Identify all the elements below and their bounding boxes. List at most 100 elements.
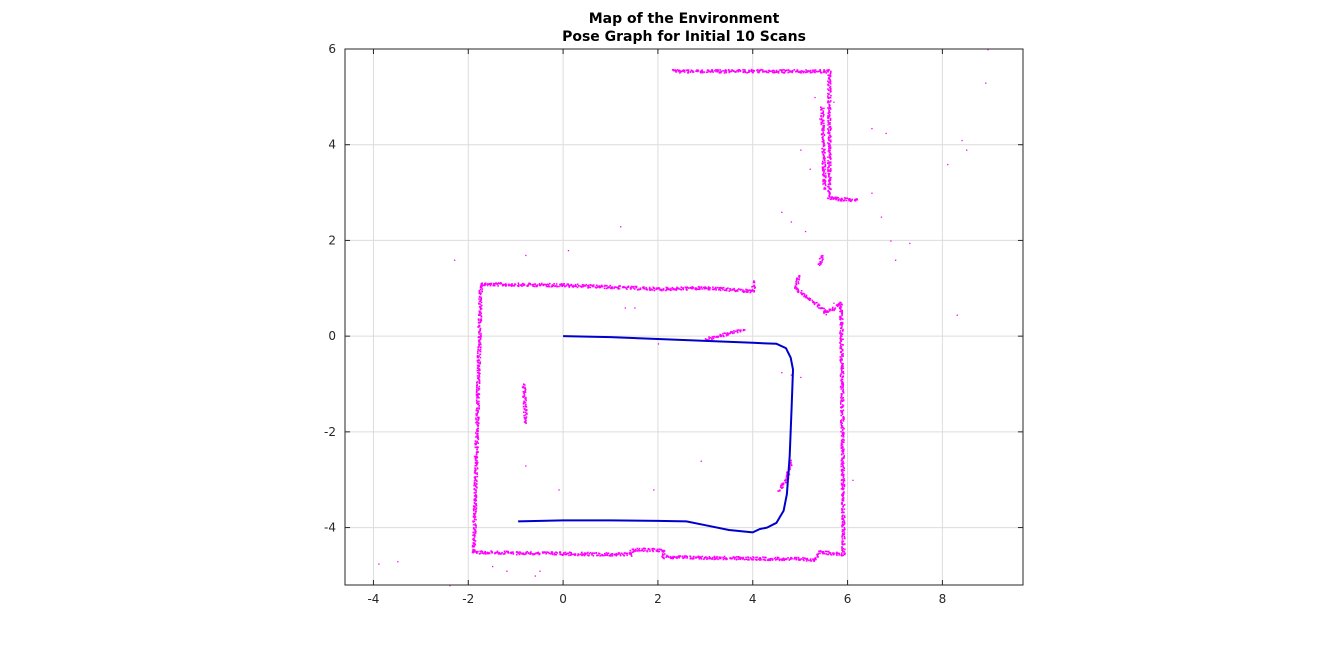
pose-path-line xyxy=(518,335,794,534)
map-point xyxy=(524,401,527,404)
map-point xyxy=(791,70,794,72)
map-point xyxy=(828,154,831,156)
map-point xyxy=(829,156,832,158)
map-point xyxy=(822,135,824,138)
map-point xyxy=(842,496,844,498)
map-point xyxy=(492,284,494,287)
map-point xyxy=(556,285,559,288)
map-point xyxy=(820,550,822,553)
map-point xyxy=(567,552,570,555)
map-point xyxy=(686,286,689,289)
map-point xyxy=(677,70,680,73)
map-point xyxy=(599,286,601,289)
map-point xyxy=(643,287,645,289)
map-point xyxy=(840,552,843,554)
map-point xyxy=(839,356,842,358)
map-point xyxy=(841,413,844,416)
map-point xyxy=(753,285,755,288)
map-point xyxy=(476,429,479,431)
map-point xyxy=(784,481,787,484)
map-point xyxy=(558,489,560,491)
map-point xyxy=(525,465,527,467)
map-point xyxy=(843,508,846,510)
map-point xyxy=(828,137,830,139)
map-point xyxy=(839,305,842,307)
map-point xyxy=(834,196,837,199)
map-point xyxy=(753,284,756,287)
map-point xyxy=(474,505,476,507)
map-point xyxy=(828,550,830,553)
map-point xyxy=(842,354,844,357)
map-point xyxy=(772,69,775,72)
map-point xyxy=(475,518,477,521)
map-point xyxy=(721,287,723,289)
map-point xyxy=(583,284,585,286)
map-point xyxy=(758,557,761,560)
map-point xyxy=(476,475,479,478)
map-point xyxy=(476,384,478,387)
map-point xyxy=(605,285,607,287)
map-point xyxy=(540,282,543,285)
map-point xyxy=(483,552,485,555)
map-point xyxy=(827,168,829,171)
map-point xyxy=(689,555,691,557)
map-point xyxy=(491,551,493,553)
map-point xyxy=(784,69,786,72)
map-point xyxy=(597,286,599,289)
map-point xyxy=(507,550,509,553)
map-point xyxy=(478,303,480,305)
map-point xyxy=(695,70,697,72)
map-point xyxy=(475,453,478,456)
y-tick-label: 0 xyxy=(328,329,336,343)
map-point xyxy=(726,558,728,560)
map-point xyxy=(649,550,651,552)
map-point xyxy=(476,383,478,386)
map-point xyxy=(830,168,832,170)
map-point xyxy=(477,348,479,350)
map-point xyxy=(828,76,830,79)
map-point xyxy=(829,147,832,150)
map-point xyxy=(524,553,526,556)
map-point xyxy=(477,319,480,321)
map-point xyxy=(841,523,844,526)
map-point xyxy=(675,289,678,291)
map-point xyxy=(474,508,477,511)
map-point xyxy=(809,69,812,72)
map-point xyxy=(685,69,688,72)
map-point xyxy=(474,465,477,467)
map-point xyxy=(766,559,769,561)
map-point xyxy=(773,71,775,74)
map-point xyxy=(656,287,658,289)
map-point xyxy=(476,375,479,377)
map-point xyxy=(827,71,829,73)
map-point xyxy=(836,305,839,307)
map-point xyxy=(822,162,825,164)
map-point xyxy=(703,71,706,73)
map-point xyxy=(841,472,844,474)
map-point xyxy=(711,70,713,73)
map-point xyxy=(473,513,475,516)
map-point xyxy=(840,379,842,382)
map-point xyxy=(745,558,748,560)
map-point xyxy=(708,286,710,289)
map-point xyxy=(583,552,586,554)
map-point xyxy=(681,70,683,72)
map-point xyxy=(650,288,652,290)
map-point xyxy=(827,129,830,131)
map-point xyxy=(827,197,829,200)
map-point xyxy=(643,547,645,550)
map-point xyxy=(695,288,697,291)
map-point xyxy=(827,150,830,152)
map-point xyxy=(842,392,845,394)
map-point xyxy=(490,283,492,286)
map-point xyxy=(601,554,603,556)
map-point xyxy=(821,307,823,309)
map-point xyxy=(842,318,844,320)
map-point xyxy=(533,285,536,288)
map-point xyxy=(799,70,802,73)
map-point xyxy=(544,551,547,553)
map-point xyxy=(764,559,767,562)
map-point xyxy=(797,281,799,283)
map-point xyxy=(846,197,849,199)
map-point xyxy=(756,559,758,561)
